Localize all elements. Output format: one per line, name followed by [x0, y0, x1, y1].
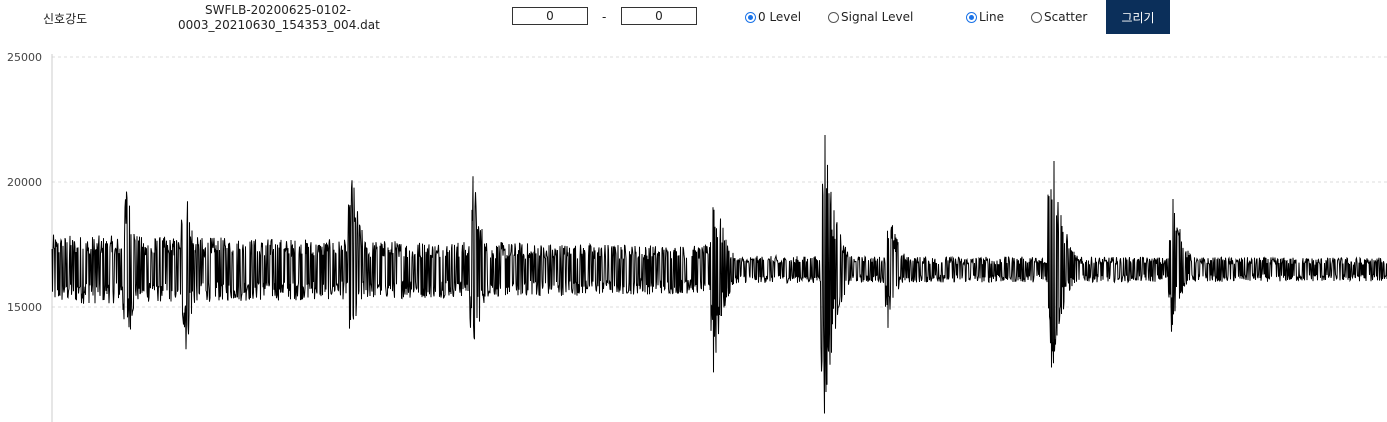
draw-button[interactable]: 그리기 — [1106, 0, 1170, 34]
range-start-input[interactable] — [512, 7, 588, 25]
zero-level-radio[interactable] — [745, 11, 756, 23]
scatter-mode-radio[interactable] — [1031, 11, 1042, 23]
zero-level-option[interactable]: 0 Level — [745, 10, 801, 24]
signal-level-radio[interactable] — [828, 11, 839, 23]
y-tick-label: 20000 — [7, 176, 42, 189]
signal-level-label: Signal Level — [841, 10, 914, 24]
toolbar: 신호강도 SWFLB-20200625-0102- 0003_20210630_… — [0, 0, 1387, 50]
filename-line-1: SWFLB-20200625-0102- — [205, 3, 351, 17]
chart-title-label: 신호강도 — [43, 12, 88, 26]
filename-label: SWFLB-20200625-0102- 0003_20210630_15435… — [178, 3, 380, 33]
line-mode-label: Line — [979, 10, 1005, 24]
y-tick-label: 15000 — [7, 301, 42, 314]
scatter-mode-option[interactable]: Scatter — [1031, 10, 1087, 24]
signal-chart: 500010000150002000025000 — [7, 51, 1387, 422]
line-mode-option[interactable]: Line — [966, 10, 1004, 24]
scatter-mode-label: Scatter — [1044, 10, 1088, 24]
range-separator: - — [602, 10, 607, 24]
range-end-input[interactable] — [621, 7, 697, 25]
y-axis: 500010000150002000025000 — [7, 51, 53, 422]
signal-series-line — [51, 134, 1387, 414]
y-tick-label: 25000 — [7, 51, 42, 64]
filename-line-2: 0003_20210630_154353_004.dat — [178, 18, 380, 32]
zero-level-label: 0 Level — [758, 10, 802, 24]
line-mode-radio[interactable] — [966, 11, 977, 23]
grid-lines — [52, 56, 1387, 308]
signal-level-option[interactable]: Signal Level — [828, 10, 913, 24]
